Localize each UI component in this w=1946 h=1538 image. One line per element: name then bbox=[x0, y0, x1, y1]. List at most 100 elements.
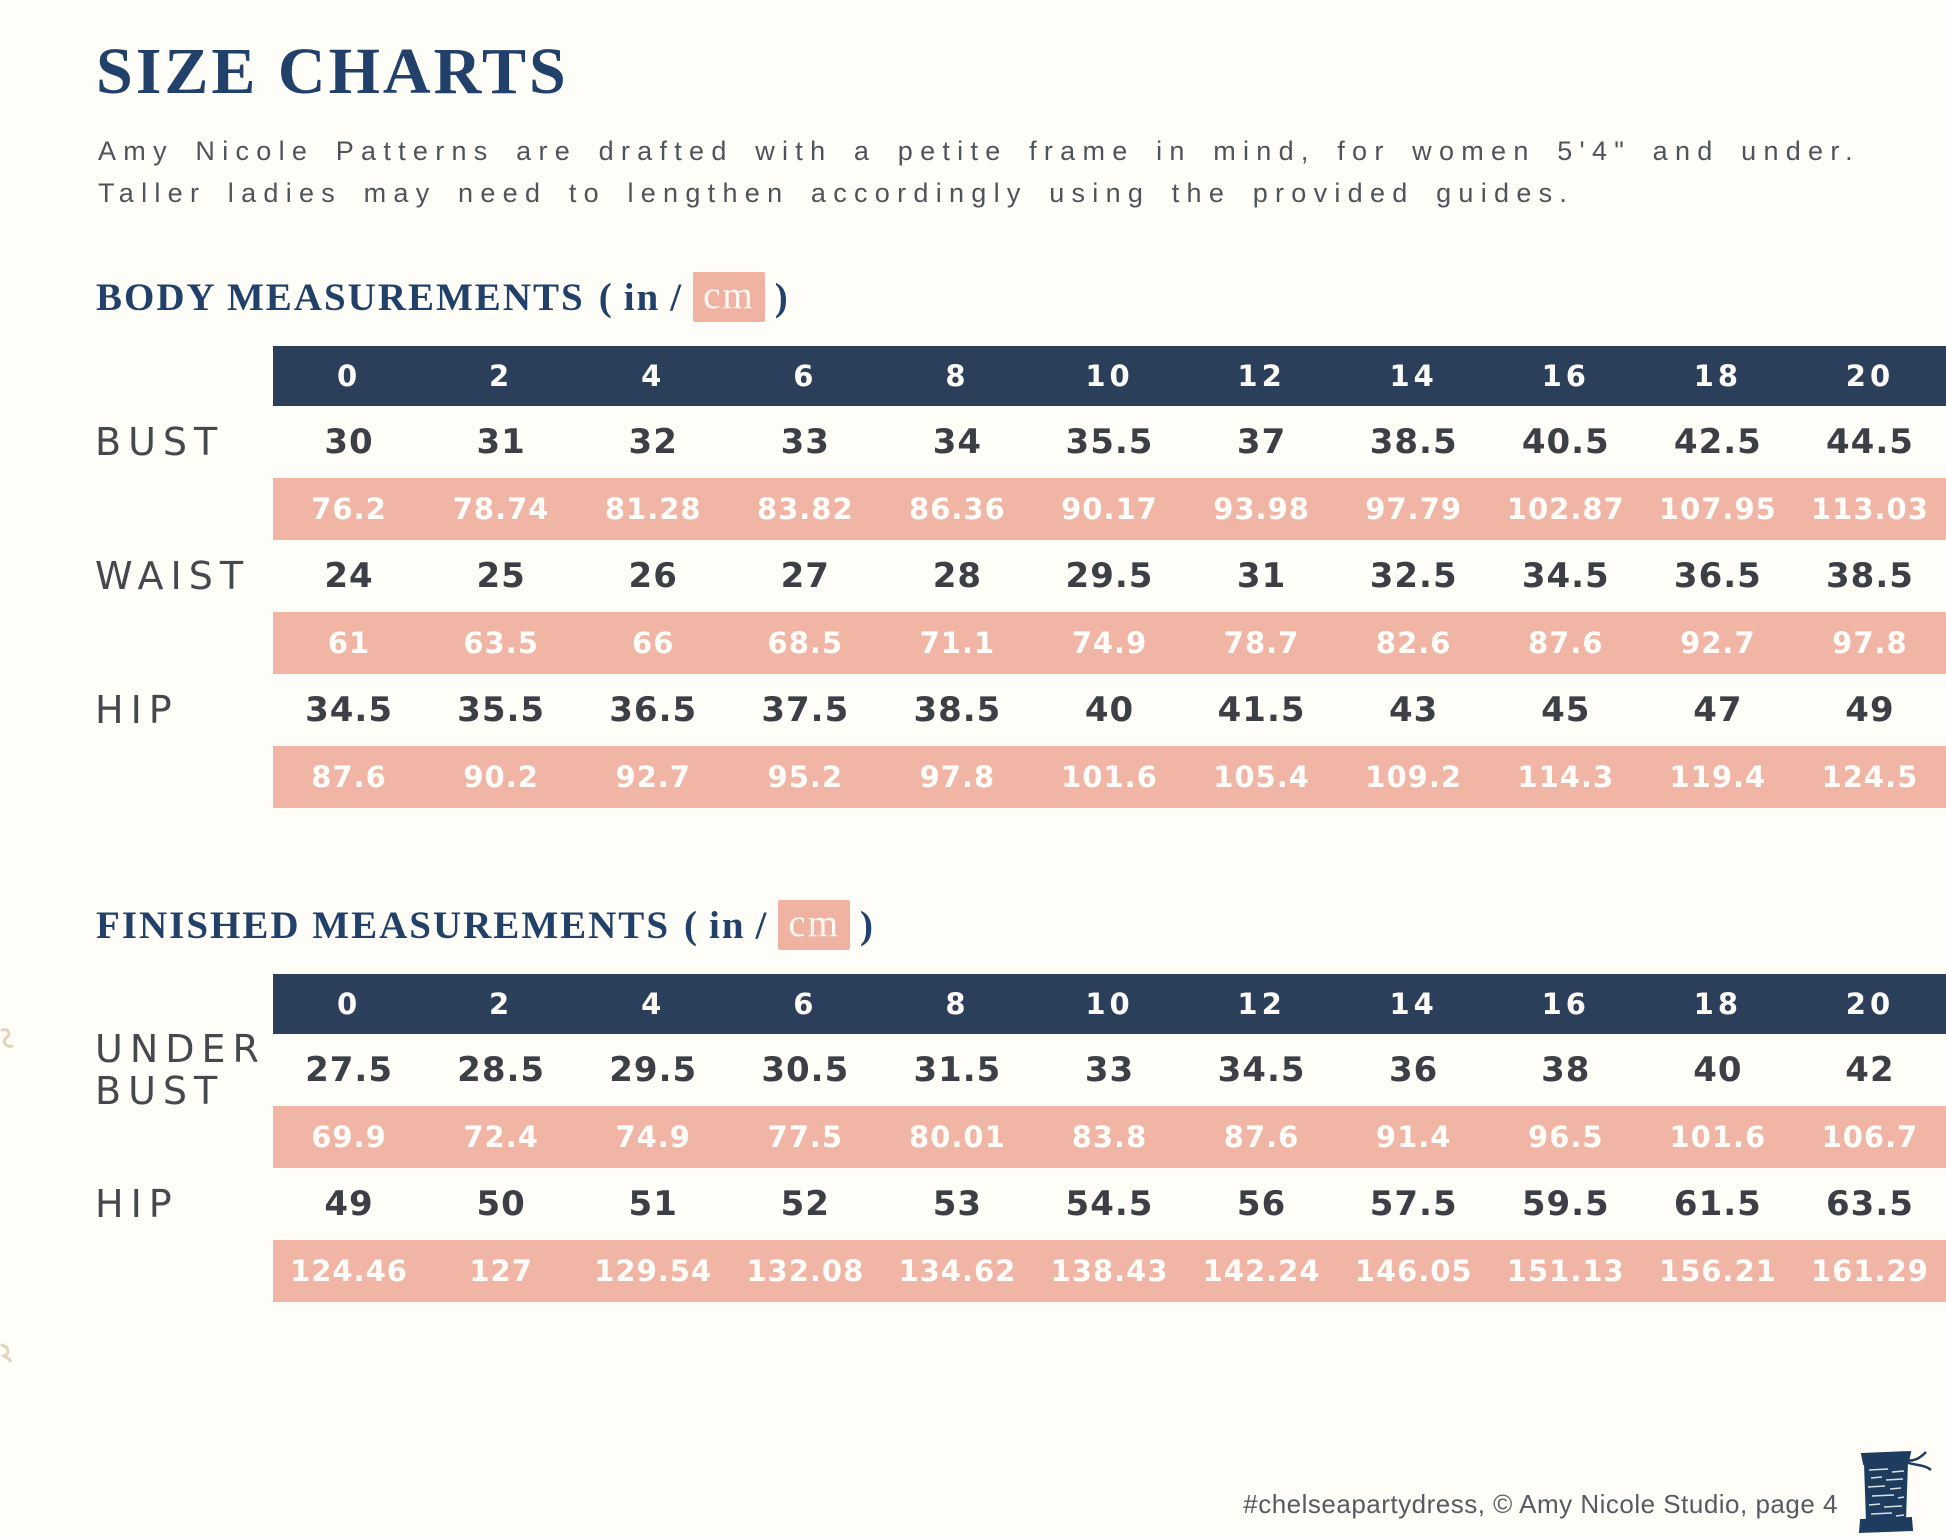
size-header-cell: 8 bbox=[881, 346, 1034, 406]
cm-value-cell-text: 80.01 bbox=[909, 1120, 1006, 1154]
in-value-cell: 40 bbox=[1642, 1034, 1794, 1106]
cm-value-cell-text: 97.8 bbox=[919, 760, 996, 794]
in-value-cell: 40 bbox=[1033, 674, 1185, 746]
cm-value-cell: 82.6 bbox=[1337, 612, 1490, 674]
cm-value-cell-text: 113.03 bbox=[1810, 492, 1929, 526]
units-close-paren: ) bbox=[860, 903, 876, 947]
intro-text: Amy Nicole Patterns are drafted with a p… bbox=[98, 130, 1946, 214]
in-value-cell: 29.5 bbox=[577, 1034, 729, 1106]
finished-measurements-heading: FINISHED MEASUREMENTS ( in / cm ) bbox=[96, 900, 1946, 950]
in-value-cell-text: 40.5 bbox=[1521, 422, 1610, 462]
cm-value-cell: 63.5 bbox=[425, 612, 578, 674]
in-value-cell-text: 28 bbox=[932, 556, 983, 596]
units-open-paren: ( bbox=[598, 275, 614, 319]
in-value-cell: 34.5 bbox=[273, 674, 425, 746]
cm-value-cell-text: 66 bbox=[632, 626, 675, 660]
in-value-cell-text: 44.5 bbox=[1826, 422, 1914, 462]
in-value-cell-text: 40 bbox=[1084, 690, 1135, 730]
cm-value-cell-text: 63.5 bbox=[463, 626, 539, 660]
size-header-cell-text: 8 bbox=[945, 359, 970, 393]
in-value-cell: 49 bbox=[1794, 674, 1946, 746]
cm-value-cell: 90.2 bbox=[425, 746, 578, 808]
centimeters-row: 69.9 72.4 74.9 77.5 80.01 83.8 87.6 91.4 96.5 101… bbox=[0, 1106, 1946, 1168]
in-value-cell-text: 54.5 bbox=[1065, 1184, 1154, 1224]
in-value-cell: 56 bbox=[1186, 1168, 1338, 1240]
cm-value-cell: 86.36 bbox=[881, 478, 1034, 540]
units-in-label: in bbox=[623, 275, 661, 319]
cm-value-cell: 77.5 bbox=[729, 1106, 882, 1168]
in-value-cell: 36 bbox=[1338, 1034, 1490, 1106]
cm-value-cell: 69.9 bbox=[273, 1106, 426, 1168]
size-header-cell-text: 20 bbox=[1845, 359, 1895, 393]
size-header-cell-text: 6 bbox=[793, 987, 818, 1021]
in-value-cell-text: 37 bbox=[1236, 422, 1287, 462]
cm-value-cell: 151.13 bbox=[1489, 1240, 1642, 1302]
inches-row: WAIST 24 25 26 27 28 29.5 31 32.5 34.5 36.5 38.5 bbox=[0, 540, 1946, 612]
cm-value-cell-text: 81.28 bbox=[604, 492, 702, 526]
size-header-cell-text: 2 bbox=[489, 359, 514, 393]
size-header-row: 0 2 4 6 8 10 12 14 16 18 20 bbox=[0, 346, 1946, 406]
inches-row: HIP 49 50 51 52 53 54.5 56 57.5 59.5 61.5 63.5 bbox=[0, 1168, 1946, 1240]
cm-value-cell-text: 74.9 bbox=[615, 1120, 691, 1154]
cm-value-cell: 87.6 bbox=[1489, 612, 1642, 674]
cm-value-cell: 161.29 bbox=[1793, 1240, 1946, 1302]
cm-value-cell: 76.2 bbox=[273, 478, 426, 540]
cm-value-cell: 95.2 bbox=[729, 746, 882, 808]
cm-value-cell-text: 129.54 bbox=[594, 1254, 713, 1288]
in-value-cell-text: 38 bbox=[1541, 1050, 1591, 1090]
in-value-cell: 28.5 bbox=[425, 1034, 577, 1106]
in-value-cell-text: 38.5 bbox=[913, 690, 1002, 730]
size-header-cell-text: 20 bbox=[1845, 987, 1895, 1021]
size-header-cell: 20 bbox=[1793, 346, 1946, 406]
row-label-spacer bbox=[0, 746, 273, 808]
in-value-cell: 25 bbox=[425, 540, 577, 612]
size-header-cell: 10 bbox=[1033, 346, 1186, 406]
size-header-cell-text: 4 bbox=[641, 987, 666, 1021]
cm-value-cell: 78.74 bbox=[425, 478, 578, 540]
in-value-cell-text: 32 bbox=[628, 422, 678, 462]
size-header-cell: 16 bbox=[1489, 974, 1642, 1034]
cm-value-cell-text: 101.6 bbox=[1669, 1120, 1767, 1154]
cm-value-cell-text: 76.2 bbox=[311, 492, 387, 526]
in-value-cell-text: 33 bbox=[780, 422, 830, 462]
centimeters-row: 124.46 127 129.54 132.08 134.62 138.43 142.24 1… bbox=[0, 1240, 1946, 1302]
size-header-cell: 14 bbox=[1337, 974, 1490, 1034]
cm-value-cell-text: 90.2 bbox=[463, 760, 539, 794]
cm-value-cell-text: 124.46 bbox=[290, 1254, 408, 1288]
row-label: WAIST bbox=[0, 540, 273, 612]
cm-value-cell: 132.08 bbox=[729, 1240, 882, 1302]
intro-line-2: Taller ladies may need to lengthen accor… bbox=[98, 178, 1575, 208]
in-value-cell: 34 bbox=[881, 406, 1033, 478]
cm-value-cell-text: 69.9 bbox=[311, 1120, 387, 1154]
size-header-cell-text: 0 bbox=[336, 359, 362, 393]
in-value-cell: 33 bbox=[1033, 1034, 1185, 1106]
size-header-cell-text: 12 bbox=[1237, 359, 1286, 393]
in-value-cell: 38.5 bbox=[1338, 406, 1490, 478]
cm-value-cell: 72.4 bbox=[425, 1106, 578, 1168]
units-cm-chip: cm bbox=[693, 272, 765, 322]
in-value-cell-text: 51 bbox=[628, 1184, 678, 1224]
in-value-cell: 49 bbox=[273, 1168, 425, 1240]
in-value-cell-text: 42.5 bbox=[1673, 422, 1762, 462]
units-open-paren: ( bbox=[684, 903, 700, 947]
cm-value-cell: 66 bbox=[577, 612, 730, 674]
cm-value-cell-text: 87.6 bbox=[1527, 626, 1604, 660]
cm-value-cell-text: 96.5 bbox=[1527, 1120, 1604, 1154]
size-header-cell: 0 bbox=[273, 346, 426, 406]
cm-value-cell-text: 109.2 bbox=[1365, 760, 1463, 794]
in-value-cell-text: 56 bbox=[1236, 1184, 1287, 1224]
cm-value-cell: 138.43 bbox=[1033, 1240, 1186, 1302]
in-value-cell: 37.5 bbox=[729, 674, 881, 746]
in-value-cell: 52 bbox=[729, 1168, 881, 1240]
in-value-cell: 54.5 bbox=[1033, 1168, 1185, 1240]
size-header-cell: 6 bbox=[729, 974, 882, 1034]
cm-value-cell-text: 105.4 bbox=[1213, 760, 1310, 794]
size-header-cell-text: 18 bbox=[1693, 359, 1743, 393]
cm-value-cell: 96.5 bbox=[1489, 1106, 1642, 1168]
in-value-cell-text: 27.5 bbox=[305, 1050, 393, 1090]
cm-value-cell-text: 71.1 bbox=[919, 626, 996, 660]
row-label-spacer bbox=[0, 478, 273, 540]
in-value-cell-text: 30.5 bbox=[761, 1050, 850, 1090]
in-value-cell-text: 33 bbox=[1084, 1050, 1135, 1090]
cm-value-cell: 80.01 bbox=[881, 1106, 1034, 1168]
